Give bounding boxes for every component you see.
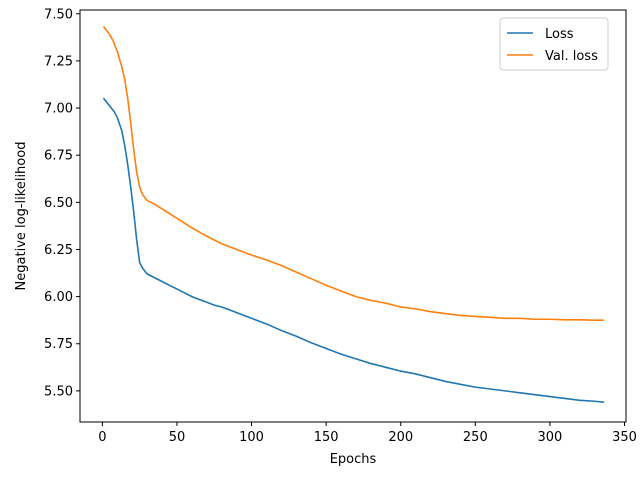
legend-label-val-loss: Val. loss	[545, 49, 598, 64]
y-tick-label: 7.00	[44, 102, 73, 117]
x-tick-label: 300	[538, 430, 563, 445]
series-line-loss	[103, 97, 605, 404]
ticks-layer: 0 50 100 150 200 250 300 350 5.50 5.75 6.00 6.25 6.5…	[44, 7, 637, 445]
y-tick-label: 6.50	[44, 196, 73, 211]
y-tick-label: 6.25	[44, 243, 73, 258]
legend-label-loss: Loss	[545, 27, 574, 42]
x-tick-label: 50	[169, 430, 186, 445]
x-tick-label: 0	[98, 430, 106, 445]
y-tick-label: 6.75	[44, 149, 73, 164]
y-tick-label: 6.00	[44, 290, 73, 305]
y-tick-label: 7.50	[44, 7, 73, 22]
x-tick-label: 250	[463, 430, 488, 445]
x-axis-label: Epochs	[330, 452, 377, 467]
y-tick-label: 7.25	[44, 54, 73, 69]
series-layer	[103, 26, 605, 404]
x-tick-label: 350	[612, 430, 637, 445]
x-tick-label: 150	[314, 430, 339, 445]
x-tick-label: 100	[239, 430, 264, 445]
legend-box	[499, 17, 609, 71]
series-line-val-loss	[103, 26, 605, 321]
plot-frame	[79, 9, 627, 423]
y-axis-label: Negative log-likelihood	[14, 142, 29, 291]
y-tick-label: 5.75	[44, 337, 73, 352]
legend: Loss Val. loss	[499, 17, 609, 71]
y-tick-label: 5.50	[44, 384, 73, 399]
x-tick-label: 200	[388, 430, 413, 445]
